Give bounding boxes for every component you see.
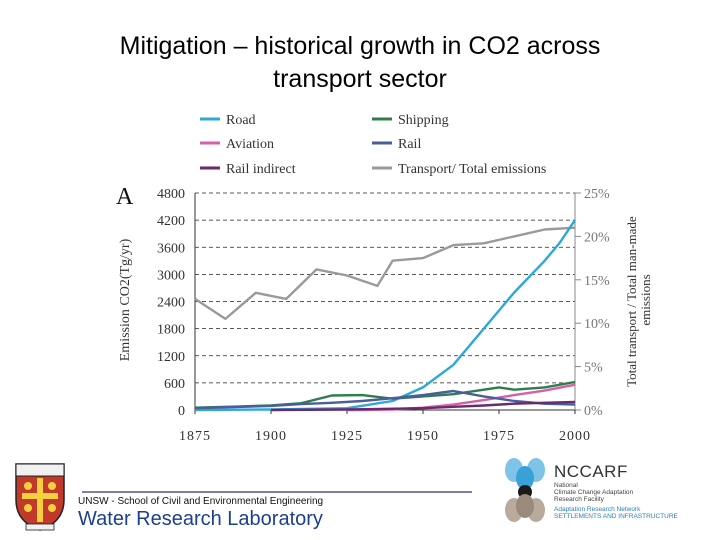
chart-ticks: 0 600 1200 1800 2400 3000 3600 4200 4800 0% 5% 10% 1… [157, 187, 610, 444]
panel-label: A [116, 184, 134, 210]
y-left-tick-label: 600 [164, 377, 185, 392]
y-axis-label-left: Emission CO2(Tg/yr) [118, 238, 133, 361]
legend-label-transport-total-emissions: Transport/ Total emissions [398, 162, 546, 177]
y-left-tick-label: 4800 [157, 187, 185, 202]
nccarf-logo-icon [505, 458, 545, 522]
nccarf-line-2: Climate Change Adaptation [554, 489, 634, 496]
legend-label-shipping: Shipping [398, 113, 449, 128]
chart-axes [194, 192, 581, 414]
chart-legend: Road Shipping Aviation Rail Rail indirect Tra… [200, 113, 546, 177]
legend-label-rail-indirect: Rail indirect [226, 162, 296, 177]
nccarf-name: NCCARF [554, 462, 628, 481]
y-left-tick-label: 3600 [157, 241, 185, 256]
legend-label-aviation: Aviation [226, 137, 274, 152]
footer-school-name: UNSW - School of Civil and Environmental… [78, 496, 324, 507]
x-tick-label: 1975 [483, 429, 515, 444]
x-tick-label: 1950 [407, 429, 439, 444]
y-right-tick-label: 5% [584, 361, 603, 376]
slide-title-line-1: Mitigation – historical growth in CO2 ac… [119, 32, 601, 60]
nccarf-line-5: SETTLEMENTS AND INFRASTRUCTURE [554, 513, 678, 520]
x-tick-label: 2000 [559, 429, 591, 444]
y-axis-label-right-line-1: Total transport / Total man-made [624, 216, 639, 387]
footer-lab-name: Water Research Laboratory [78, 508, 323, 530]
series-line-road [194, 219, 576, 412]
y-right-tick-label: 10% [584, 317, 610, 332]
nccarf-line-1: National [554, 482, 578, 489]
footer-unsw: UNSW - School of Civil and Environmental… [8, 458, 478, 536]
y-left-tick-label: 4200 [157, 214, 185, 229]
x-tick-label: 1925 [331, 429, 363, 444]
x-tick-label: 1900 [255, 429, 287, 444]
y-left-tick-label: 0 [178, 404, 185, 419]
slide-title-line-2: transport sector [273, 65, 447, 93]
nccarf-line-4: Adaptation Research Network [554, 506, 641, 513]
series-line-transport-total-emissions [194, 226, 576, 321]
unsw-crest-icon [15, 463, 65, 531]
y-left-tick-label: 1200 [157, 350, 185, 365]
co2-transport-chart: Road Shipping Aviation Rail Rail indirect Tra… [116, 113, 653, 444]
y-right-tick-label: 0% [584, 404, 603, 419]
y-right-tick-label: 15% [584, 274, 610, 289]
series-line-rail-indirect [270, 400, 576, 412]
y-left-tick-label: 3000 [157, 268, 185, 283]
y-left-tick-label: 1800 [157, 323, 185, 338]
y-axis-label-right: Total transport / Total man-made emissio… [624, 213, 653, 387]
series-line-rail [194, 389, 576, 410]
y-right-tick-label: 25% [584, 187, 610, 202]
legend-label-rail: Rail [398, 137, 421, 152]
x-tick-label: 1875 [179, 429, 211, 444]
y-axis-label-right-line-2: emissions [638, 274, 653, 325]
chart-series [194, 219, 576, 412]
footer-nccarf: NCCARF National Climate Change Adaptatio… [500, 456, 715, 536]
legend-label-road: Road [226, 113, 256, 128]
y-right-tick-label: 20% [584, 230, 610, 245]
y-left-tick-label: 2400 [157, 296, 185, 311]
footer-divider [82, 491, 472, 493]
slide-title: Mitigation – historical growth in CO2 ac… [40, 30, 680, 96]
nccarf-line-3: Research Facility [554, 496, 604, 503]
